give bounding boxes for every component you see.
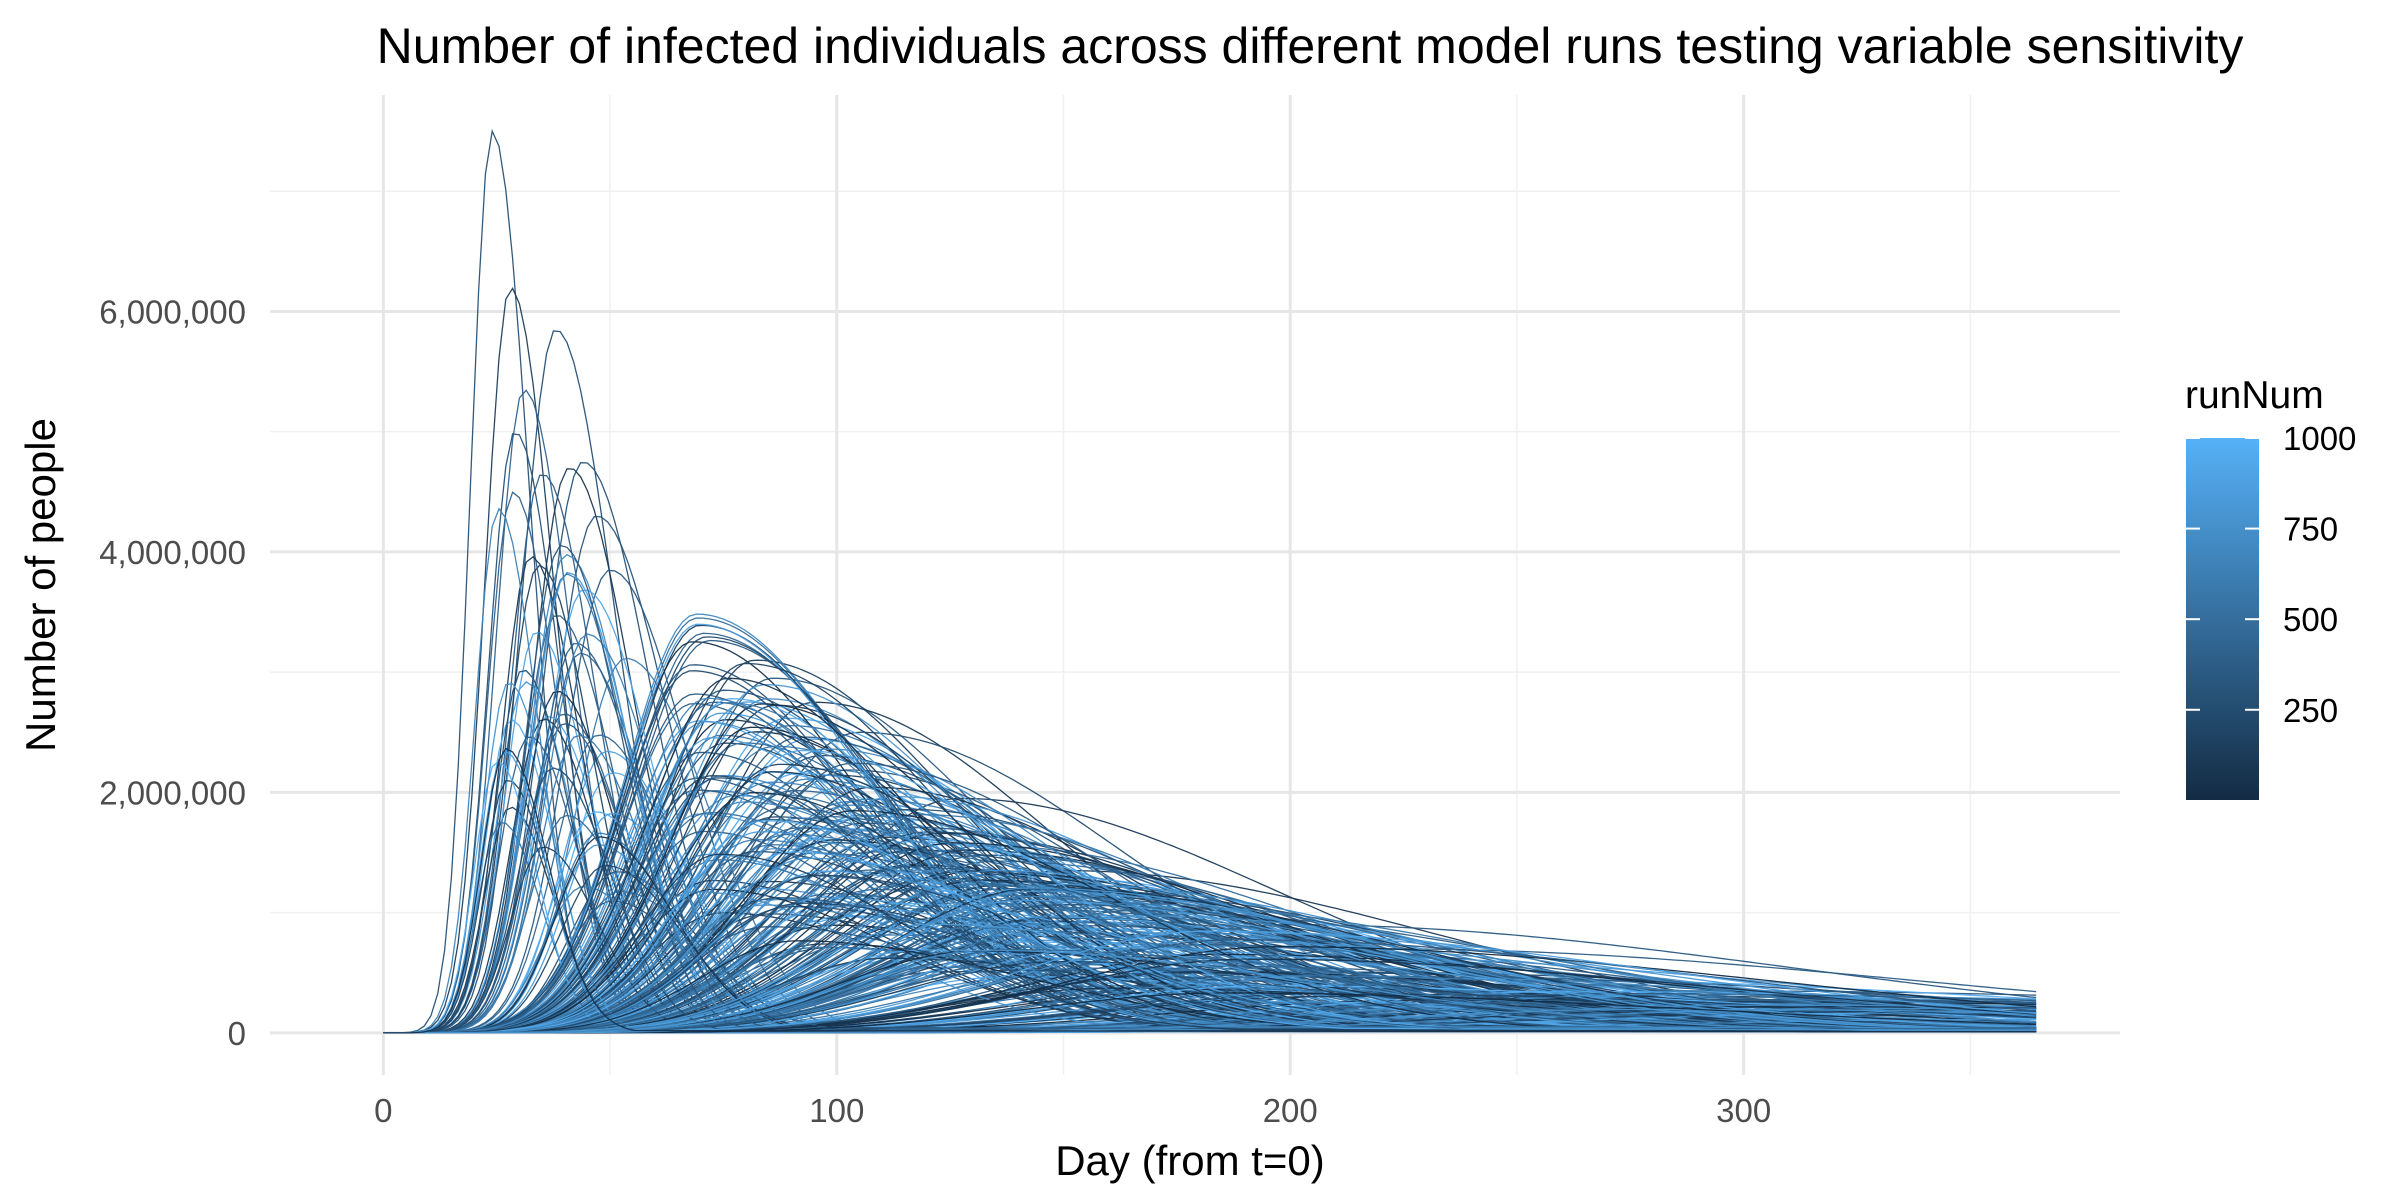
x-tick-label: 200 [1263,1092,1318,1129]
y-tick-labels: 0 2,000,000 4,000,000 6,000,000 [99,293,246,1051]
x-tick-label: 100 [809,1092,864,1129]
legend-tick-label: 1000 [2283,420,2356,457]
x-tick-label: 0 [374,1092,392,1129]
y-tick-label: 0 [228,1015,246,1052]
series-line [383,866,2037,1034]
y-axis-title: Number of people [17,418,64,752]
series-line [383,747,2037,1034]
y-tick-label: 6,000,000 [99,293,246,330]
legend-title: runNum [2185,374,2324,417]
series-line [383,857,2037,1034]
y-tick-label: 2,000,000 [99,774,246,811]
series-line [383,869,2037,1034]
series-line [383,887,2037,1034]
legend-tick-label: 250 [2283,692,2338,729]
y-tick-label: 4,000,000 [99,534,246,571]
legend: runNum 250 500 750 1000 [2185,374,2356,800]
series-line [383,949,2037,1034]
x-tick-labels: 0 100 200 300 [374,1092,1771,1129]
legend-ticks: 250 500 750 1000 [2186,420,2356,729]
chart-title: Number of infected individuals across di… [377,18,2244,74]
series-line [383,948,2037,1034]
x-tick-label: 300 [1716,1092,1771,1129]
series-line [383,930,2037,1034]
x-axis-title: Day (from t=0) [1055,1137,1325,1184]
series-line [383,853,2037,1034]
series-lines [383,128,2037,1034]
legend-tick-label: 500 [2283,601,2338,638]
legend-tick-label: 750 [2283,511,2338,548]
